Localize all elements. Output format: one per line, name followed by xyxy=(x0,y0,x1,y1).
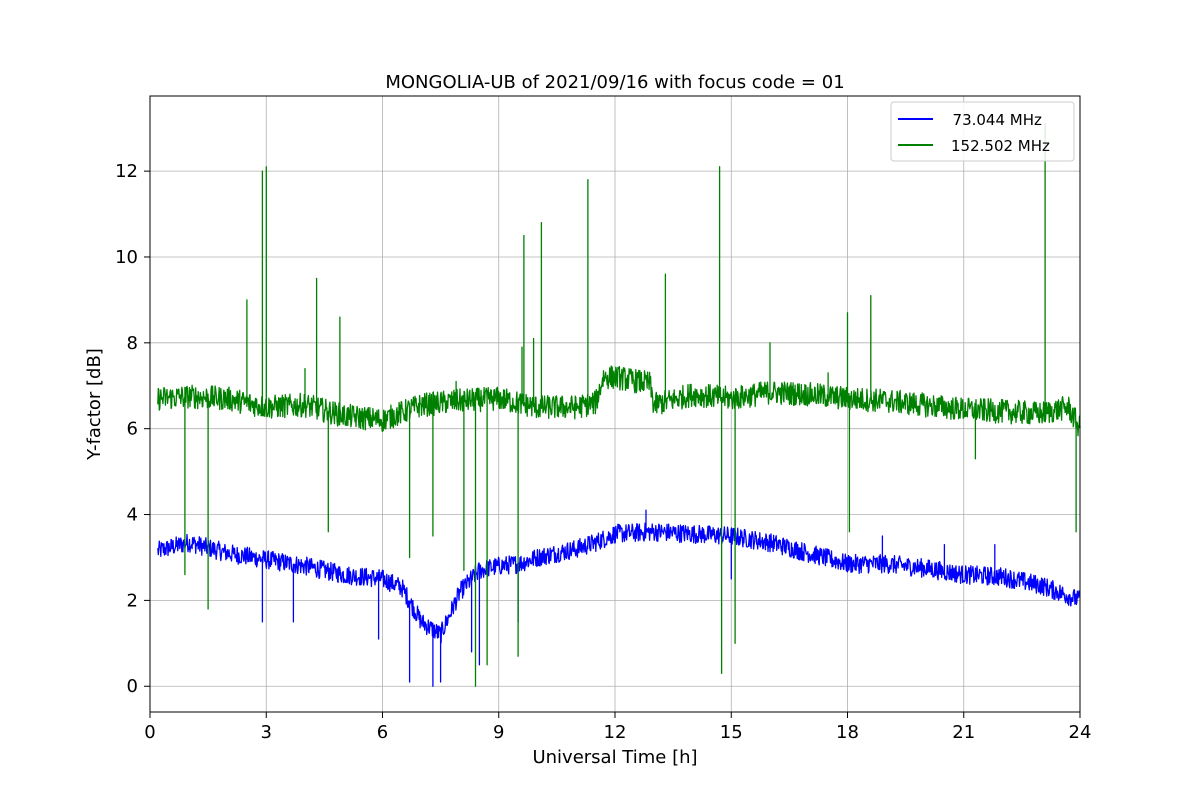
y-tick-label: 0 xyxy=(127,676,138,697)
x-tick-label: 24 xyxy=(1069,722,1092,743)
y-tick-label: 10 xyxy=(115,247,138,268)
x-tick-label: 3 xyxy=(261,722,272,743)
x-tick-label: 6 xyxy=(377,722,388,743)
x-axis-label: Universal Time [h] xyxy=(532,747,697,768)
x-tick-label: 21 xyxy=(952,722,975,743)
y-ticks: 0 2 4 6 8 10 12 xyxy=(115,161,150,697)
chart-title: MONGOLIA-UB of 2021/09/16 with focus cod… xyxy=(385,72,844,93)
y-tick-label: 8 xyxy=(127,333,138,354)
legend-box xyxy=(890,101,1075,162)
y-tick-label: 12 xyxy=(115,161,138,182)
series-line-0 xyxy=(157,509,1081,687)
x-tick-label: 9 xyxy=(493,722,504,743)
y-tick-label: 6 xyxy=(127,419,138,440)
y-axis-label: Y-factor [dB] xyxy=(84,348,105,461)
x-tick-label: 15 xyxy=(720,722,743,743)
y-tick-label: 4 xyxy=(127,505,138,526)
y-tick-label: 2 xyxy=(127,590,138,611)
series-layer xyxy=(157,123,1081,687)
x-tick-label: 18 xyxy=(836,722,859,743)
legend-label-73mhz: 73.044 MHz xyxy=(943,111,1042,129)
series-line-1 xyxy=(157,123,1081,687)
x-ticks: 0 3 6 9 12 15 18 21 24 xyxy=(144,712,1091,743)
x-tick-label: 0 xyxy=(144,722,155,743)
legend-label-152mhz: 152.502 MHz xyxy=(951,137,1050,155)
legend: 73.044 MHz 152.502 MHz xyxy=(890,101,1075,162)
x-tick-label: 12 xyxy=(604,722,627,743)
